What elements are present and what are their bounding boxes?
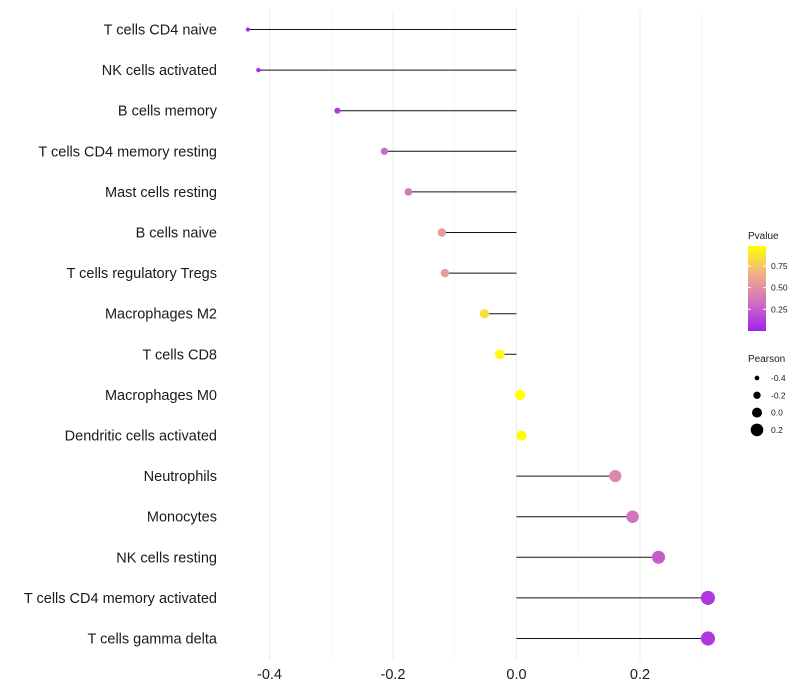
point-2	[334, 107, 341, 114]
category-label-7: Macrophages M2	[105, 307, 217, 323]
point-15	[700, 631, 715, 646]
point-9	[515, 389, 526, 400]
point-4	[404, 188, 413, 196]
pvalue-legend-ticks: 0.25 0.50 0.75	[748, 261, 788, 314]
pearson-legend: Pearson -0.4 -0.2 0.0 0.2	[748, 354, 786, 437]
pearson-legend-dot-3	[750, 423, 764, 437]
pearson-legend-label-3: 0.2	[771, 425, 783, 435]
point-10	[516, 430, 527, 441]
category-label-15: T cells gamma delta	[88, 632, 218, 648]
pearson-legend-label-0: -0.4	[771, 373, 786, 383]
category-labels: T cells CD4 naive NK cells activated B cel…	[24, 23, 218, 648]
category-label-0: T cells CD4 naive	[104, 23, 217, 39]
pearson-legend-items: -0.4 -0.2 0.0 0.2	[750, 373, 786, 437]
category-label-6: T cells regulatory Tregs	[67, 266, 217, 282]
point-11	[609, 470, 622, 483]
category-label-9: Macrophages M0	[105, 388, 217, 404]
category-label-12: Monocytes	[147, 510, 217, 526]
pvalue-tick-label-0: 0.25	[771, 304, 788, 314]
pvalue-legend-title: Pvalue	[748, 231, 779, 242]
pearson-legend-label-2: 0.0	[771, 408, 783, 418]
point-layer	[245, 27, 715, 646]
point-14	[700, 590, 715, 605]
point-13	[651, 550, 666, 564]
category-label-1: NK cells activated	[102, 63, 217, 79]
x-tick-label-2: 0.0	[506, 667, 526, 683]
category-label-3: T cells CD4 memory resting	[38, 144, 217, 160]
category-label-4: Mast cells resting	[105, 185, 217, 201]
point-5	[437, 228, 446, 237]
point-7	[479, 309, 490, 319]
pvalue-legend: Pvalue 0.25 0.50 0.75	[748, 231, 788, 331]
pvalue-tick-label-1: 0.50	[771, 283, 788, 293]
category-label-14: T cells CD4 memory activated	[24, 591, 217, 607]
x-axis-tick-labels: -0.4 -0.2 0.0 0.2	[257, 667, 650, 683]
pearson-legend-dot-2	[752, 407, 762, 418]
category-label-10: Dendritic cells activated	[65, 429, 217, 445]
pearson-legend-dot-0	[754, 375, 760, 381]
point-3	[380, 147, 388, 155]
pvalue-colorbar	[748, 246, 766, 331]
category-label-13: NK cells resting	[116, 550, 217, 566]
category-label-11: Neutrophils	[144, 469, 217, 485]
point-6	[440, 268, 450, 278]
grid-layer	[269, 10, 703, 660]
pvalue-tick-label-2: 0.75	[771, 261, 788, 271]
x-tick-label-1: -0.2	[381, 667, 406, 683]
point-8	[495, 349, 505, 360]
point-1	[256, 67, 261, 73]
category-label-2: B cells memory	[118, 104, 218, 120]
category-label-8: T cells CD8	[142, 347, 217, 363]
stem-layer	[247, 29, 708, 639]
point-0	[245, 27, 250, 32]
x-tick-label-0: -0.4	[257, 667, 282, 683]
category-label-5: B cells naive	[136, 226, 217, 242]
pearson-legend-dot-1	[753, 391, 761, 399]
point-12	[626, 510, 639, 523]
pearson-legend-title: Pearson	[748, 354, 785, 365]
x-tick-label-3: 0.2	[630, 667, 650, 683]
pearson-legend-label-1: -0.2	[771, 390, 786, 400]
